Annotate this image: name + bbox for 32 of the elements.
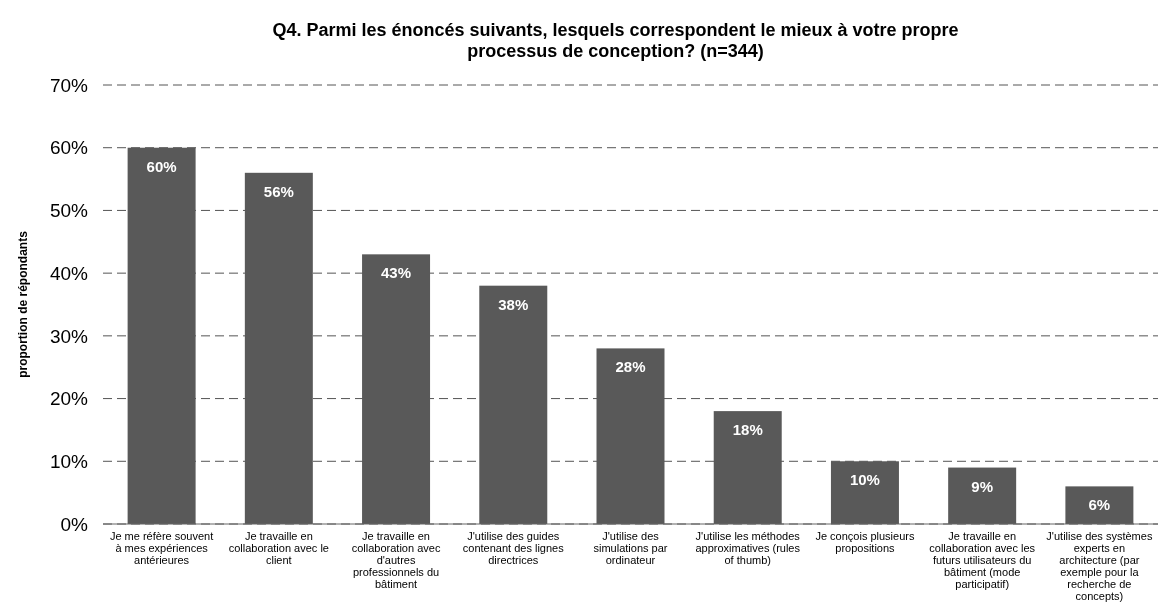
- x-tick-label: J'utilise des simulations par ordinateur: [593, 530, 668, 566]
- bar: [830, 461, 899, 524]
- bar: [1065, 486, 1134, 524]
- y-tick-label: 40%: [49, 262, 89, 284]
- y-tick-label: 50%: [49, 200, 89, 222]
- data-label: 60%: [146, 157, 177, 175]
- data-label: 18%: [732, 421, 763, 439]
- y-tick-label: 0%: [60, 513, 89, 535]
- bar: [948, 467, 1017, 524]
- x-tick-label: J'utilise des systèmes experts en architecture (par exemple pour la recherche de concepts): [1046, 530, 1153, 602]
- data-label: 9%: [971, 477, 994, 495]
- data-label: 6%: [1088, 496, 1111, 514]
- y-tick-label: 20%: [49, 388, 89, 410]
- y-axis-title: proportion de répondants: [16, 230, 30, 378]
- y-tick-label: 30%: [49, 325, 89, 347]
- y-tick-label: 70%: [49, 74, 89, 96]
- data-label: 28%: [615, 358, 646, 376]
- data-label: 10%: [849, 471, 880, 489]
- y-tick-label: 60%: [49, 137, 89, 159]
- x-tick-label: Je conçois plusieurs propositions: [815, 530, 915, 554]
- x-tick-label: J'utilise des guides contenant des lignes directrices: [462, 530, 565, 566]
- chart-title: Q4. Parmi les énoncés suivants, lesquels correspondent le mieux à votre propre processus de conception? (n=344): [272, 20, 959, 61]
- y-tick-label: 10%: [49, 450, 89, 472]
- x-tick-label: Je travaille en collaboration avec les futurs utilisateurs du bâtiment (mode participatif): [929, 530, 1036, 590]
- data-label: 56%: [263, 182, 294, 200]
- x-tick-label: Je me réfère souvent à mes expériences antérieures: [109, 530, 214, 566]
- bar: [479, 285, 548, 524]
- x-tick-label: Je travaille en collaboration avec le client: [228, 530, 329, 566]
- data-label: 43%: [381, 264, 412, 282]
- x-tick-label: Je travaille en collaboration avec d'autres professionnels du bâtiment: [351, 530, 441, 590]
- data-label: 38%: [498, 295, 529, 313]
- x-tick-label: J'utilise les méthodes approximatives (rules of thumb): [695, 530, 801, 566]
